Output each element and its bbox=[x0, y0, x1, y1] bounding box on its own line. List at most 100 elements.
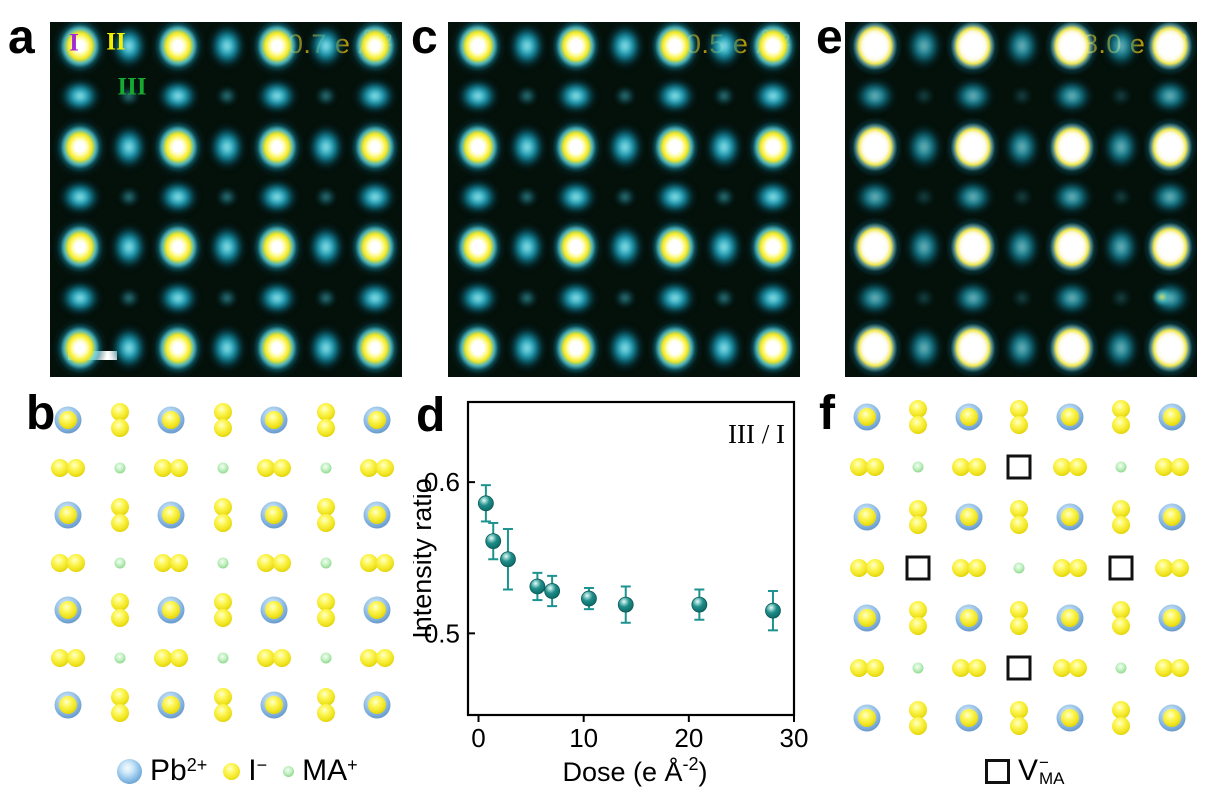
pb-iodine-column-spot bbox=[1040, 112, 1103, 181]
iodine-atom bbox=[1154, 458, 1173, 477]
ma-column-spot bbox=[116, 285, 143, 310]
site-label-II: II bbox=[106, 28, 126, 56]
pb-iodine-column-spot bbox=[448, 22, 509, 80]
ma-column-spot bbox=[911, 185, 938, 209]
iodine-column-spot bbox=[648, 275, 701, 320]
iodine-column-spot bbox=[452, 74, 504, 119]
data-point bbox=[617, 596, 634, 613]
iodine-column-spot bbox=[302, 22, 349, 74]
y-tick-label: 0.6 bbox=[424, 467, 460, 497]
iodine-atom bbox=[265, 696, 283, 714]
iodine-atom bbox=[858, 508, 876, 527]
iodine-atom bbox=[959, 709, 978, 728]
iodine-atom bbox=[67, 553, 85, 572]
iodine-atom bbox=[59, 506, 77, 524]
iodine-atom bbox=[908, 701, 927, 720]
pb-iodine-column-spot bbox=[50, 213, 111, 282]
iodine-atom bbox=[1112, 416, 1131, 434]
iodine-column-spot bbox=[947, 74, 1000, 119]
iodine-atom bbox=[273, 648, 291, 667]
iodine-atom bbox=[951, 558, 970, 577]
iodine-atom bbox=[110, 593, 129, 611]
iodine-column-spot bbox=[700, 219, 747, 276]
iodine-atom bbox=[951, 658, 970, 677]
pb-iodine-column-spot bbox=[147, 22, 210, 80]
ma-label: MA+ bbox=[302, 754, 358, 787]
iodine-column-spot bbox=[452, 175, 504, 219]
ma-molecule bbox=[1013, 562, 1025, 573]
ma-column-spot bbox=[1107, 84, 1134, 109]
iodine-atom bbox=[213, 419, 232, 437]
iodine-atom bbox=[1162, 608, 1181, 627]
iodine-column-spot bbox=[602, 118, 649, 175]
iodine-column-spot bbox=[54, 74, 106, 119]
x-axis-label: Dose (e Å-2) bbox=[562, 754, 707, 787]
iodine-column-spot bbox=[302, 219, 349, 276]
ma-column-spot bbox=[1009, 285, 1036, 310]
iodine-atom bbox=[850, 458, 868, 477]
panel-label-b: b bbox=[26, 387, 56, 440]
iodine-atom bbox=[368, 411, 386, 429]
iodine-column-spot bbox=[999, 118, 1046, 175]
data-point bbox=[765, 602, 781, 619]
iodine-column-spot bbox=[1143, 175, 1196, 219]
iodine-atom bbox=[858, 608, 876, 627]
pb-iodine-column-spot bbox=[50, 314, 111, 377]
iodine-atom bbox=[213, 403, 232, 421]
pb-iodine-column-spot bbox=[741, 112, 800, 181]
vacancy-legend: V − MA bbox=[985, 754, 1065, 788]
iodine-column-spot bbox=[504, 22, 551, 74]
iodine-column-spot bbox=[106, 320, 153, 377]
iodine-column-spot bbox=[550, 175, 603, 219]
iodine-column-spot bbox=[106, 118, 153, 175]
iodine-atom bbox=[51, 553, 69, 572]
ma-molecule bbox=[114, 462, 125, 473]
iodine-atom bbox=[257, 458, 275, 477]
iodine-atom bbox=[59, 696, 77, 714]
pb-iodine-column-spot bbox=[741, 213, 800, 282]
iodine-atom bbox=[1010, 616, 1029, 635]
iodine-atom bbox=[1053, 558, 1072, 577]
iodine-column-spot bbox=[152, 175, 205, 219]
iodine-atom bbox=[51, 458, 69, 477]
axis-frame bbox=[466, 400, 796, 717]
pb-iodine-column-spot bbox=[343, 314, 402, 377]
iodine-atom bbox=[257, 553, 275, 572]
iodine-atom bbox=[967, 558, 986, 577]
pb-iodine-column-spot bbox=[545, 213, 608, 282]
iodine-atom bbox=[908, 400, 927, 418]
iodine-column-spot bbox=[947, 275, 1000, 320]
pb-iodine-column-spot bbox=[147, 112, 210, 181]
iodine-atom bbox=[1010, 701, 1029, 720]
stem-image-e: 28.0 e Å-2 bbox=[845, 22, 1197, 377]
data-point bbox=[485, 533, 502, 550]
panel-label-d: d bbox=[416, 389, 446, 442]
ma-column-spot bbox=[116, 84, 143, 109]
iodine-atom bbox=[1154, 658, 1173, 677]
ma-molecule bbox=[1115, 461, 1127, 473]
iodine-atom bbox=[908, 500, 927, 519]
iodine-atom bbox=[1069, 658, 1088, 677]
ma-molecule bbox=[912, 461, 924, 473]
iodine-atom bbox=[162, 506, 180, 524]
pb-iodine-column-spot bbox=[845, 112, 906, 181]
pb-iodine-column-spot bbox=[741, 22, 800, 80]
site-label-I: I bbox=[69, 29, 79, 57]
iodine-column-spot bbox=[602, 22, 649, 74]
iodine-atom bbox=[1154, 558, 1173, 577]
ma-column-spot bbox=[214, 185, 241, 209]
iodine-atom bbox=[110, 419, 129, 437]
iodine-atom bbox=[316, 498, 335, 516]
iodine-atom bbox=[1069, 458, 1088, 477]
iodine-atom bbox=[265, 411, 283, 429]
iodine-column-spot bbox=[550, 74, 603, 119]
iodine-column-spot bbox=[700, 320, 747, 377]
iodine-column-spot bbox=[504, 320, 551, 377]
iodine-column-spot bbox=[1097, 118, 1144, 175]
iodine-column-spot bbox=[302, 118, 349, 175]
iodine-atom bbox=[154, 648, 172, 667]
pb-iodine-column-spot bbox=[741, 314, 800, 377]
ma-column-spot bbox=[612, 285, 639, 310]
vacancy-square-icon bbox=[985, 758, 1010, 784]
iodine-atom bbox=[213, 688, 232, 706]
